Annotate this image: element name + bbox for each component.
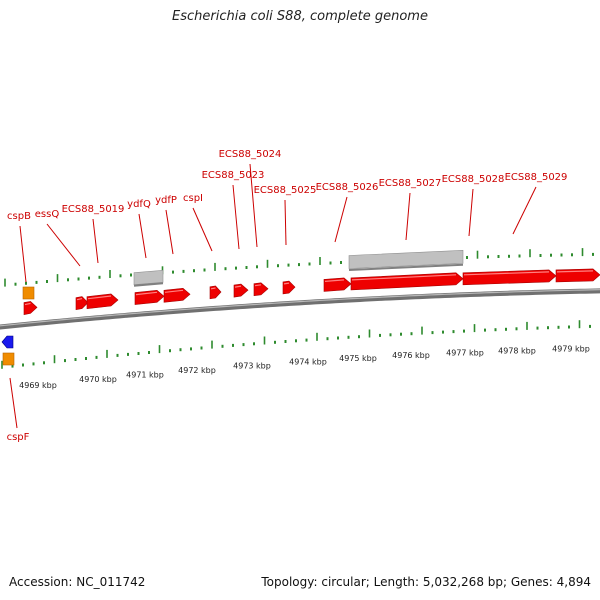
kbp-label: 4969 kbp [19,381,57,390]
kbp-label: 4970 kbp [79,375,117,384]
gene-arrow-shine [234,285,242,288]
kbp-label: 4973 kbp [233,362,271,371]
gene-arrow-shine [164,289,184,293]
gene-label: ECS88_5028 [442,174,505,185]
leader-line [512,186,537,235]
leader-line [334,196,348,243]
gene-label: cspI [183,193,203,204]
leader-line [138,213,147,259]
gene-arrow-shine [351,274,457,281]
gene-arrow [134,289,165,305]
gene-label: cspF [7,432,30,443]
backbone-line [0,288,600,330]
kbp-scale: 4969 kbp 4970 kbp 4971 kbp 4972 kbp 4973 kbp… [19,344,590,390]
leader-line [46,223,81,267]
features [1,249,600,366]
leader-line [405,192,411,241]
gene-arrow-shine [76,298,83,301]
gene-cspF [1,335,14,349]
gene-label: ECS88_5029 [505,172,568,183]
gene-arrow [86,293,119,310]
backbone-highlight [0,289,600,327]
gene-arrow-shine [283,282,290,285]
gene-label: ECS88_5019 [62,204,125,215]
leader-line [232,184,240,250]
gene-label: ECS88_5025 [254,185,317,196]
gene-arrow [209,285,222,300]
gene-arrow-shine [556,270,594,273]
gene-label: ydfQ [127,199,151,210]
kbp-label: 4971 kbp [126,370,164,379]
leader-line [165,209,174,255]
gene-label: ECS88_5026 [316,182,379,193]
kbp-label: 4979 kbp [552,344,590,353]
gene-labels: cspB essQ ECS88_5019 ydfQ ydfP cspI ECS88_5023… [7,149,568,443]
leader-line [249,163,258,248]
gene-arrow-shine [87,295,112,300]
genome-summary: Topology: circular; Length: 5,032,268 bp… [261,575,591,589]
gene-arrow [350,272,464,291]
gene-arrow-shine [135,291,158,296]
backbone [0,288,600,330]
gene-label: essQ [35,209,60,220]
rna-feature-lower [2,352,15,366]
rna-feature-upper [22,286,35,300]
leader-line [468,188,474,237]
gene-arrow [253,282,269,297]
pseudo-feature-5027 [348,249,464,269]
genome-title: Escherichia coli S88, complete genome [172,9,428,24]
kbp-label: 4976 kbp [392,351,430,360]
leader-line [92,218,99,264]
kbp-label: 4975 kbp [339,354,377,363]
leader-line [9,377,18,429]
gene-arrow-shine [463,271,550,276]
gene-label: ECS88_5023 [202,170,265,181]
gene-arrow-shine [24,302,31,306]
gene-arrow-shine [210,287,216,290]
pseudo-underline-2 [348,263,464,271]
gene-label: ECS88_5024 [219,149,282,160]
gene-label: ydfP [155,195,177,206]
leader-line [19,225,27,283]
gene-arrow-shine [254,284,262,287]
kbp-label: 4974 kbp [289,358,327,367]
leader-line [192,207,213,252]
kbp-label: 4977 kbp [446,349,484,358]
kbp-label: 4978 kbp [498,346,536,355]
gene-label: cspB [7,211,31,222]
gene-arrow-shine [324,279,345,282]
leader-line [284,199,287,246]
gene-arrow [23,301,38,315]
gene-label: ECS88_5027 [379,178,442,189]
gene-arrow [282,280,296,295]
pseudo-feature-ydfQ [133,269,164,286]
kbp-label: 4972 kbp [178,366,216,375]
accession-text: Accession: NC_011742 [9,575,146,589]
pseudo-underline-1 [133,282,164,287]
gene-arrow [233,283,249,298]
gene-arrow [75,296,89,311]
